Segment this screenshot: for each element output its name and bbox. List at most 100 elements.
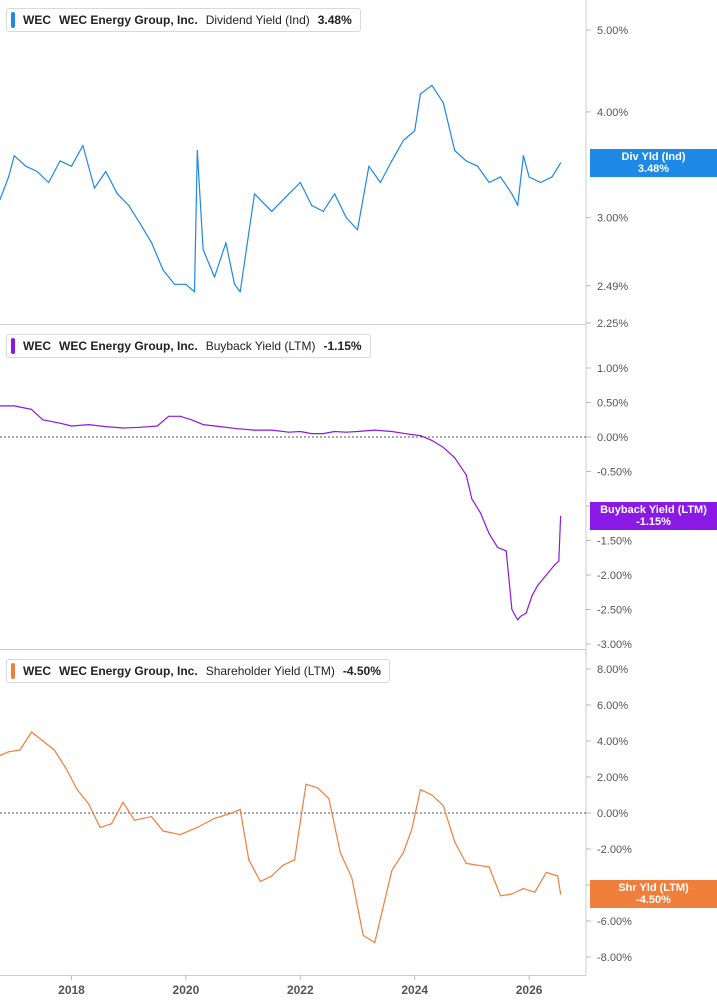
data-point <box>554 564 556 566</box>
data-point <box>499 895 502 897</box>
data-point <box>311 204 313 206</box>
data-point <box>271 875 273 877</box>
legend-value: -1.15% <box>323 339 362 353</box>
y-tick-label: 2.25% <box>597 318 628 330</box>
data-point <box>479 512 482 514</box>
data-point <box>465 160 467 162</box>
data-point <box>99 826 101 829</box>
data-point <box>0 405 1 407</box>
tag-label: Shr Yld (LTM) <box>618 882 689 894</box>
data-point <box>560 893 562 895</box>
data-point <box>213 817 216 820</box>
data-point <box>19 749 21 751</box>
data-point <box>499 176 502 178</box>
legend-value: -4.50% <box>342 664 381 678</box>
series-line <box>0 84 562 293</box>
legend-shareholder-yield: WEC WEC Energy Group, Inc. Shareholder Y… <box>6 659 390 683</box>
data-point <box>442 805 444 807</box>
y-tick-label: 0.00% <box>597 808 628 820</box>
data-point <box>36 170 38 173</box>
data-point <box>239 808 241 811</box>
data-point <box>233 283 236 285</box>
data-point <box>560 515 562 518</box>
data-point <box>431 84 433 86</box>
tag-value: -1.15% <box>636 516 671 529</box>
data-point <box>557 875 559 877</box>
data-point <box>528 176 530 178</box>
data-point <box>560 162 562 164</box>
data-point <box>202 248 204 250</box>
y-tick-label: 0.50% <box>597 398 628 410</box>
data-point <box>239 291 241 293</box>
data-point <box>13 155 15 157</box>
legend-metric: Dividend Yield (Ind) <box>205 13 310 27</box>
data-point <box>351 877 353 879</box>
data-point <box>116 193 118 195</box>
data-point <box>168 415 170 417</box>
data-point <box>299 430 301 433</box>
data-point <box>334 193 336 195</box>
data-point <box>339 852 341 854</box>
legend-swatch-dividend <box>11 12 15 28</box>
data-point <box>454 457 456 459</box>
data-point <box>219 426 221 428</box>
data-point <box>505 550 507 552</box>
y-tick-label: 4.00% <box>597 107 628 119</box>
data-point <box>42 419 44 421</box>
data-point <box>414 130 416 132</box>
data-point <box>519 615 522 618</box>
data-point <box>368 165 370 167</box>
data-point <box>525 612 527 614</box>
data-point <box>517 204 519 206</box>
data-point <box>294 859 296 861</box>
data-point <box>488 533 490 535</box>
data-point <box>356 229 359 231</box>
data-point <box>334 430 336 433</box>
legend-metric: Buyback Yield (LTM) <box>205 339 316 353</box>
data-point <box>402 139 404 142</box>
data-point <box>8 176 10 178</box>
data-point <box>196 826 198 829</box>
data-point <box>110 823 113 825</box>
data-point <box>202 424 204 426</box>
data-point <box>193 291 196 293</box>
data-point <box>82 144 84 147</box>
data-point <box>539 181 542 184</box>
series-line <box>0 405 562 621</box>
data-point <box>133 819 135 821</box>
x-tick-label: 2026 <box>516 983 543 997</box>
y-tick-label: 2.49% <box>597 281 628 293</box>
y-tick-label: -2.00% <box>597 844 632 856</box>
data-point <box>345 431 347 433</box>
data-point <box>225 242 227 244</box>
y-tick-label: -2.00% <box>597 570 632 582</box>
data-point <box>311 433 313 435</box>
legend-dividend-yield: WEC WEC Energy Group, Inc. Dividend Yiel… <box>6 8 361 32</box>
data-point <box>345 216 347 218</box>
data-point <box>0 754 1 756</box>
data-point <box>511 893 513 895</box>
data-point <box>431 794 433 796</box>
data-point <box>402 852 404 854</box>
y-tick-label: 2.00% <box>597 772 628 784</box>
data-point <box>379 181 381 184</box>
data-point <box>477 864 479 866</box>
data-point <box>411 828 413 830</box>
data-point <box>70 425 73 427</box>
data-point <box>322 210 324 212</box>
data-point <box>139 223 141 225</box>
data-point <box>213 276 216 278</box>
data-point <box>30 731 33 733</box>
data-point <box>299 181 301 184</box>
x-tick-label: 2020 <box>173 983 200 997</box>
data-point <box>522 155 525 157</box>
data-point <box>151 242 153 244</box>
data-point <box>288 193 290 195</box>
data-point <box>105 426 107 428</box>
data-point <box>558 560 560 562</box>
data-point <box>156 425 158 427</box>
data-point <box>511 193 513 195</box>
data-point <box>42 740 44 742</box>
data-point <box>471 498 473 500</box>
data-point <box>408 433 410 435</box>
